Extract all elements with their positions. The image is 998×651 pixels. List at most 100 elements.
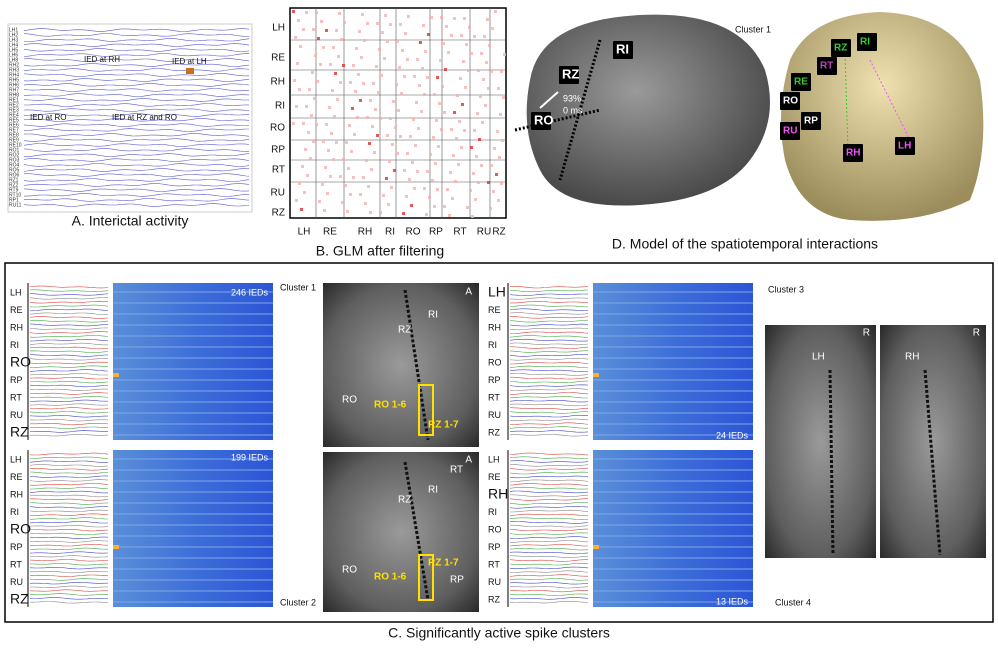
trace [510, 491, 588, 493]
matrix-cell [480, 52, 483, 55]
matrix-cell [353, 133, 356, 136]
heat-stripe [593, 379, 753, 381]
matrix-cell [396, 152, 399, 155]
heat-stripe [113, 335, 273, 337]
matrix-cell [315, 11, 318, 14]
matrix-cell [487, 87, 490, 90]
heat-stripe [593, 302, 753, 304]
matrix-cell [476, 112, 479, 115]
trace [30, 415, 108, 417]
matrix-cell [452, 154, 455, 157]
matrix-cell [401, 49, 404, 52]
orientation: R [863, 328, 870, 339]
ied-count: 246 IEDs [231, 287, 269, 297]
trace [30, 510, 108, 512]
column-label: RT [453, 227, 466, 238]
matrix-cell [473, 129, 476, 132]
matrix-cell [370, 168, 373, 171]
matrix-cell [295, 105, 298, 108]
matrix-cell [464, 86, 467, 89]
electrode-label: RZ [398, 325, 411, 336]
matrix-cell [388, 160, 391, 163]
matrix-cell [423, 93, 426, 96]
channel-label: RI [10, 507, 19, 517]
trace [510, 457, 588, 459]
trace [510, 328, 588, 330]
caption: C. Significantly active spike clusters [388, 625, 610, 641]
trace [30, 366, 108, 368]
trace [510, 533, 588, 535]
trace [30, 521, 108, 523]
matrix-cell [354, 90, 357, 93]
marker [186, 68, 194, 74]
heat-stripe [113, 590, 273, 592]
matrix-cell [355, 47, 358, 50]
matrix-cell [296, 62, 299, 65]
electrode-label: RO 1-6 [374, 400, 407, 411]
matrix-cell [485, 61, 488, 64]
trace [30, 487, 108, 489]
matrix-cell [339, 175, 342, 178]
matrix-cell [469, 189, 472, 192]
trace [510, 351, 588, 353]
trace [510, 332, 588, 334]
matrix-cell [298, 182, 301, 185]
matrix-cell [460, 146, 463, 149]
channel-label: RU [10, 410, 23, 420]
channel-label: LH [488, 454, 500, 464]
matrix-cell [369, 211, 372, 214]
matrix-cell [392, 100, 395, 103]
matrix-cell [307, 131, 310, 134]
matrix-cell [313, 97, 316, 100]
matrix-cell [326, 192, 329, 195]
matrix-cell [420, 110, 423, 113]
matrix-cell [360, 56, 363, 59]
matrix-cell [363, 39, 366, 42]
trace [30, 453, 108, 455]
trace [510, 582, 588, 584]
electrode-label: RU [783, 126, 797, 137]
matrix-cell [379, 211, 382, 214]
electrode-label: LH [812, 352, 825, 363]
matrix-cell [322, 140, 325, 143]
matrix-cell [404, 32, 407, 35]
trace [510, 419, 588, 421]
matrix-cell [432, 136, 435, 139]
trace [510, 301, 588, 303]
heat-stripe [113, 557, 273, 559]
trace [510, 362, 588, 364]
matrix-cell [491, 27, 494, 30]
matrix-cell [362, 176, 365, 179]
matrix-cell [475, 155, 478, 158]
matrix-cell [305, 105, 308, 108]
trace [510, 347, 588, 349]
matrix-cell [490, 164, 493, 167]
trace [30, 461, 108, 463]
trace [30, 563, 108, 565]
channel-label: RP [10, 542, 23, 552]
cluster-name: Cluster 4 [775, 597, 811, 607]
matrix-cell [335, 29, 338, 32]
matrix-cell [294, 36, 297, 39]
label: IED at RH [84, 55, 120, 64]
matrix-cell [337, 55, 340, 58]
heat-stripe [593, 557, 753, 559]
matrix-cell [292, 10, 295, 13]
matrix-cell [380, 74, 383, 77]
trace [30, 286, 108, 288]
trace [510, 434, 588, 436]
trace [30, 476, 108, 478]
electrode-label: RI [860, 37, 870, 48]
channel-label: RO [10, 521, 31, 537]
label: Cluster 1 [735, 24, 771, 34]
trace [30, 339, 108, 341]
matrix-cell [480, 164, 483, 167]
matrix-cell [457, 163, 460, 166]
trace [510, 556, 588, 558]
trace [510, 590, 588, 592]
heat-stripe [593, 423, 753, 425]
matrix-cell [471, 215, 474, 218]
trace [30, 335, 108, 337]
trace [510, 453, 588, 455]
channel-label: RI [488, 507, 497, 517]
